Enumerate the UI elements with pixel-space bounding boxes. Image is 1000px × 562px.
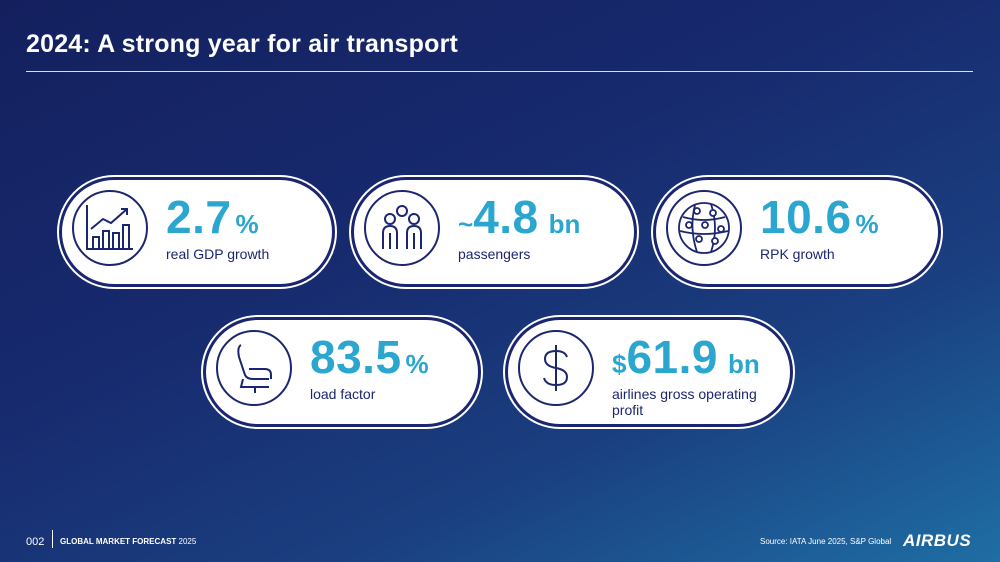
network-globe-icon bbox=[666, 190, 742, 266]
stat-label-rpk: RPK growth bbox=[760, 246, 835, 262]
stat-label-passengers: passengers bbox=[458, 246, 531, 262]
stat-card-passengers: ~4.8 bn passengers bbox=[354, 180, 634, 284]
stat-number: 10.6 bbox=[760, 191, 852, 243]
title-divider bbox=[26, 71, 973, 72]
dollar-icon bbox=[518, 330, 594, 406]
seat-icon bbox=[216, 330, 292, 406]
stat-number: 2.7 bbox=[166, 191, 232, 243]
stat-prefix: ~ bbox=[458, 209, 474, 239]
stat-value-rpk: 10.6% bbox=[760, 190, 879, 244]
airbus-logo: AIRBUS bbox=[903, 531, 972, 550]
stat-number: 4.8 bbox=[473, 191, 539, 243]
stat-card-load-factor: 83.5% load factor bbox=[206, 320, 478, 424]
stat-prefix: $ bbox=[612, 349, 627, 379]
page-number: 002 bbox=[26, 536, 45, 548]
footer-series-name: GLOBAL MARKET FORECAST bbox=[60, 537, 177, 546]
stat-unit: bn bbox=[548, 209, 581, 239]
stat-label-gdp: real GDP growth bbox=[166, 246, 270, 262]
source-note: Source: IATA June 2025, S&P Global bbox=[760, 537, 892, 546]
stat-unit: % bbox=[405, 349, 429, 379]
stat-card-profit: $61.9 bn airlines gross operating profit bbox=[508, 320, 790, 424]
growth-chart-icon bbox=[72, 190, 148, 266]
stat-label-load-factor: load factor bbox=[310, 386, 376, 402]
stat-card-rpk: 10.6% RPK growth bbox=[656, 180, 938, 284]
stat-value-load-factor: 83.5% bbox=[310, 330, 429, 384]
stat-value-gdp: 2.7% bbox=[166, 190, 259, 244]
footer-series-year: 2025 bbox=[178, 537, 197, 546]
stat-number: 61.9 bbox=[626, 331, 718, 383]
footer-divider bbox=[52, 530, 53, 548]
stat-value-profit: $61.9 bn bbox=[612, 330, 760, 384]
stat-number: 83.5 bbox=[310, 331, 402, 383]
stat-unit: % bbox=[235, 209, 259, 239]
stat-unit: bn bbox=[728, 349, 760, 379]
stat-value-passengers: ~4.8 bn bbox=[458, 190, 580, 244]
footer-series: GLOBAL MARKET FORECAST 2025 bbox=[60, 537, 196, 546]
stat-unit: % bbox=[855, 209, 879, 239]
people-icon bbox=[364, 190, 440, 266]
page-title: 2024: A strong year for air transport bbox=[26, 30, 459, 58]
stat-card-gdp: 2.7% real GDP growth bbox=[62, 180, 332, 284]
stat-label-profit: airlines gross operating profit bbox=[612, 386, 757, 418]
